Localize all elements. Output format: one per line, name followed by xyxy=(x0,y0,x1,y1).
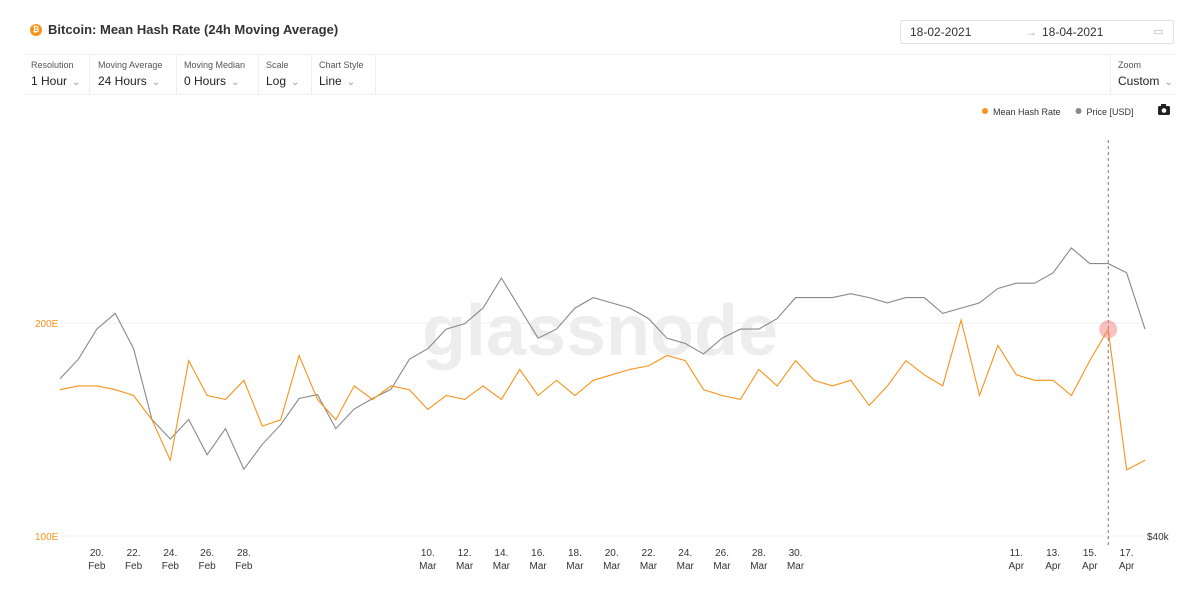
x-tick-label: 24. Feb xyxy=(162,548,180,572)
title: Bitcoin: Mean Hash Rate (24h Moving Aver… xyxy=(48,22,339,37)
control-value[interactable]: Line xyxy=(319,74,375,88)
control-label: Scale xyxy=(266,60,289,70)
control-value[interactable]: 1 Hour xyxy=(31,74,89,88)
legend-swatch xyxy=(982,108,988,114)
control-value[interactable]: Custom xyxy=(1118,74,1176,88)
camera-icon[interactable] xyxy=(1158,104,1170,115)
x-tick-label: 16. Mar xyxy=(530,548,548,572)
control[interactable]: Moving Median 0 Hours xyxy=(177,55,259,94)
control-value[interactable]: Log xyxy=(266,74,311,88)
watermark: glassnode xyxy=(422,291,778,371)
calendar-icon[interactable]: ▭ xyxy=(1153,26,1164,38)
x-tick-label: 28. Feb xyxy=(235,548,253,572)
x-tick-label: 10. Mar xyxy=(419,548,437,572)
control-label: Resolution xyxy=(31,60,74,70)
series-line xyxy=(59,247,1146,471)
series-line xyxy=(59,317,1146,471)
x-tick-label: 28. Mar xyxy=(750,548,768,572)
control-label: Zoom xyxy=(1118,60,1142,70)
x-tick-label: 26. Feb xyxy=(199,548,217,572)
x-tick-label: 18. Mar xyxy=(566,548,584,572)
y-tick-label: 100E xyxy=(35,532,59,543)
control-label: Moving Average xyxy=(98,60,163,70)
control[interactable]: Resolution 1 Hour xyxy=(24,55,90,94)
x-tick-label: 13. Apr xyxy=(1045,548,1061,572)
highlight-point xyxy=(1099,320,1118,339)
x-tick-label: 24. Mar xyxy=(677,548,695,572)
control[interactable]: Scale Log xyxy=(259,55,312,94)
y2-tick-label: $40k xyxy=(1147,532,1170,543)
y-tick-label: 200E xyxy=(35,319,59,330)
control-value[interactable]: 24 Hours xyxy=(98,74,176,88)
control[interactable]: Chart Style Line xyxy=(312,55,376,94)
x-tick-label: 30. Mar xyxy=(787,548,805,572)
x-tick-label: 15. Apr xyxy=(1082,548,1098,572)
x-tick-label: 17. Apr xyxy=(1119,548,1135,572)
legend-label: Price [USD] xyxy=(1087,107,1134,117)
date-range[interactable]: 18-02-2021 → 18-04-2021 ▭ xyxy=(900,20,1174,44)
x-tick-label: 12. Mar xyxy=(456,548,474,572)
legend-swatch xyxy=(1075,108,1082,114)
x-tick-label: 22. Feb xyxy=(125,548,143,572)
control[interactable]: Moving Average 24 Hours xyxy=(91,55,177,94)
control-label: Moving Median xyxy=(184,60,246,70)
coin-icon: ₿ xyxy=(30,23,42,36)
end-date[interactable]: 18-04-2021 xyxy=(1042,25,1104,39)
arrow: → xyxy=(1025,25,1037,39)
control-value[interactable]: 0 Hours xyxy=(184,74,258,88)
x-tick-label: 14. Mar xyxy=(493,548,511,572)
x-tick-label: 26. Mar xyxy=(713,548,731,572)
legend-label: Mean Hash Rate xyxy=(993,107,1061,117)
x-tick-label: 22. Mar xyxy=(640,548,658,572)
x-tick-label: 20. Feb xyxy=(88,548,106,572)
x-tick-label: 20. Mar xyxy=(603,548,621,572)
start-date[interactable]: 18-02-2021 xyxy=(910,25,972,39)
control[interactable]: Zoom Custom xyxy=(1110,55,1176,94)
control-label: Chart Style xyxy=(319,60,364,70)
title-row: ₿ Bitcoin: Mean Hash Rate (24h Moving Av… xyxy=(30,22,338,37)
x-tick-label: 11. Apr xyxy=(1008,548,1024,572)
